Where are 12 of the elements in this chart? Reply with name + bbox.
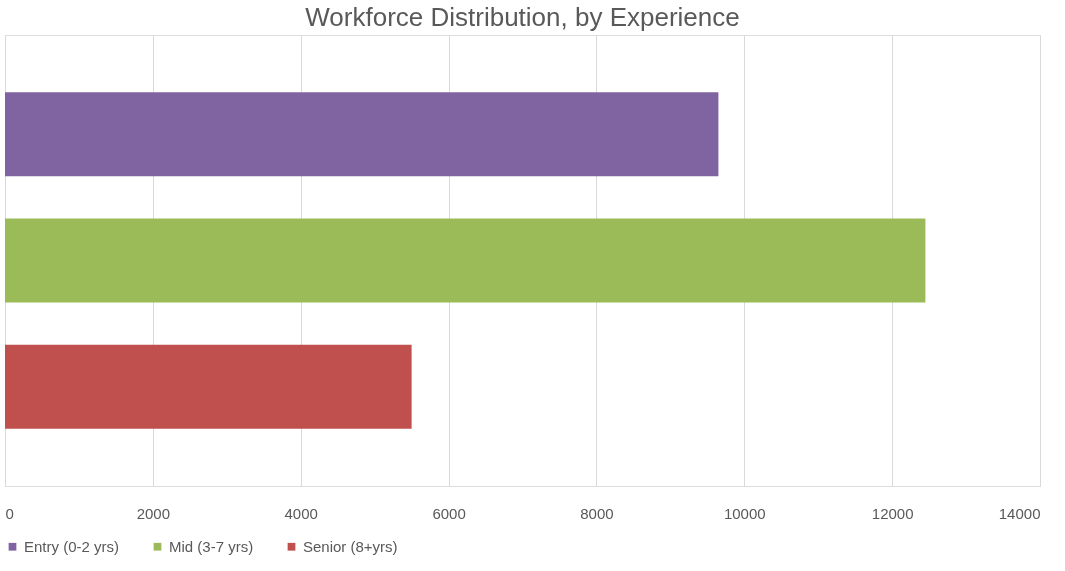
- x-tick-label: 2000: [136, 504, 171, 522]
- x-tick-label: 14000: [998, 504, 1041, 522]
- x-tick-label: 0: [5, 504, 14, 522]
- x-tick-label: 10000: [723, 504, 766, 522]
- x-tick-label: 12000: [871, 504, 914, 522]
- x-tick-label: 8000: [580, 504, 614, 522]
- x-tick-label: 6000: [432, 504, 466, 522]
- x-tick-label: 4000: [284, 504, 318, 522]
- legend-label: Entry (0-2 yrs): [24, 537, 120, 555]
- legend-label: Senior (8+yrs): [303, 537, 398, 555]
- legend-label: Mid (3-7 yrs): [169, 537, 254, 555]
- chart-title: Workforce Distribution, by Experience: [305, 2, 740, 32]
